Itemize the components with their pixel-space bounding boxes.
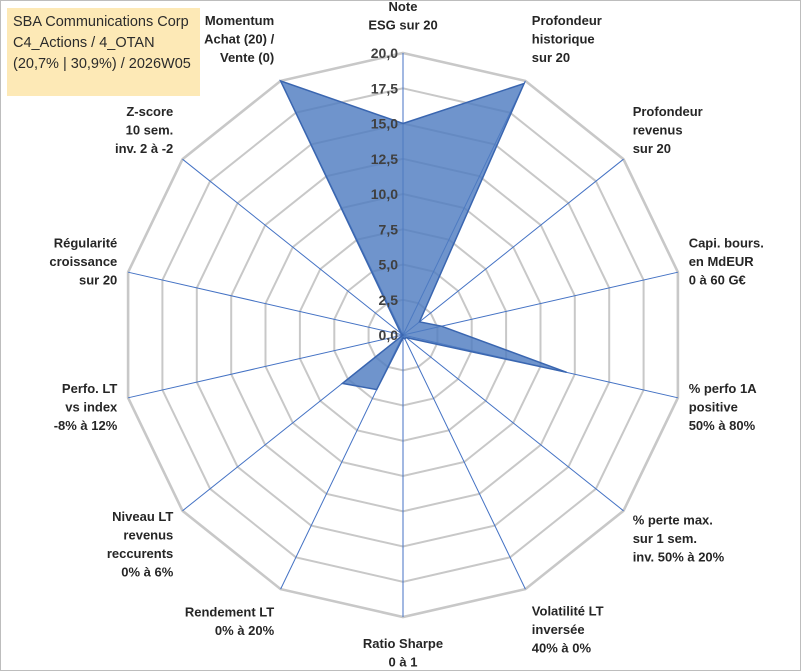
axis-label-line: Rendement LT xyxy=(185,605,274,620)
axis-spoke xyxy=(402,158,624,336)
axis-label-line: sur 20 xyxy=(79,272,117,287)
axis-label-line: 0% à 6% xyxy=(121,565,173,580)
title-company: SBA Communications Corp xyxy=(13,14,189,30)
axis-label: Régularité croissance sur 20 xyxy=(49,235,117,287)
axis-spoke xyxy=(127,271,404,336)
axis-label-line: inversée xyxy=(532,622,585,637)
axis-label-line: 0% à 20% xyxy=(215,623,275,638)
axis-label-line: 0 à 60 G€ xyxy=(689,272,746,287)
tick-label: 10,0 xyxy=(371,186,398,202)
axis-label-line: croissance xyxy=(49,254,117,269)
axis-label-line: inv. 2 à -2 xyxy=(115,141,173,156)
axis-label-line: historique xyxy=(532,32,595,47)
axis-label-line: ESG sur 20 xyxy=(368,18,437,33)
axis-label-line: positive xyxy=(689,400,738,415)
axis-label: Rendement LT 0% à 20% xyxy=(185,605,275,639)
axis-label-line: 40% à 0% xyxy=(532,641,592,656)
axis-label-line: Niveau LT xyxy=(112,509,173,524)
tick-label: 12,5 xyxy=(371,151,398,167)
axis-label-line: vs index xyxy=(65,400,118,415)
axis-label-line: reccurents xyxy=(107,546,173,561)
axis-label-line: Ratio Sharpe xyxy=(363,636,443,651)
axis-label: % perte max. sur 1 sem. inv. 50% à 20% xyxy=(633,513,725,565)
axis-label: % perfo 1A positive 50% à 80% xyxy=(689,381,758,433)
series-area xyxy=(279,79,567,391)
axis-label: Momentum Achat (20) / Vente (0) xyxy=(204,13,274,65)
axis-label-line: Note xyxy=(389,0,418,14)
axis-label-line: Capi. bours. xyxy=(689,235,764,250)
title-category: C4_Actions / 4_OTAN xyxy=(13,35,155,51)
axis-spoke xyxy=(182,158,404,336)
axis-label-line: revenus xyxy=(633,122,683,137)
axis-label-line: % perfo 1A xyxy=(689,381,758,396)
axis-label-line: Z-score xyxy=(126,104,173,119)
axis-label-line: en MdEUR xyxy=(689,254,755,269)
axis-label: Ratio Sharpe 0 à 1 xyxy=(363,636,443,670)
axis-label: Volatilité LT inversée 40% à 0% xyxy=(532,604,604,656)
axis-label-line: Volatilité LT xyxy=(532,604,604,619)
axis-label: Profondeur historique sur 20 xyxy=(532,13,602,65)
axis-label-line: Achat (20) / xyxy=(204,32,274,47)
axis-label-line: sur 20 xyxy=(633,141,671,156)
tick-label: 5,0 xyxy=(379,257,399,273)
axis-label-line: inv. 50% à 20% xyxy=(633,550,725,565)
axis-label-line: Vente (0) xyxy=(220,50,274,65)
tick-label: 7,5 xyxy=(379,221,399,237)
axis-label-line: Perfo. LT xyxy=(62,381,117,396)
axis-spoke xyxy=(402,334,526,590)
axis-label-line: sur 20 xyxy=(532,50,570,65)
axis-label: Z-score 10 sem. inv. 2 à -2 xyxy=(115,104,173,156)
axis-spoke xyxy=(402,271,679,336)
axis-label: Profondeur revenus sur 20 xyxy=(633,104,703,156)
tick-label: 15,0 xyxy=(371,116,398,132)
tick-label: 2,5 xyxy=(379,292,399,308)
axis-label-line: Momentum xyxy=(205,13,274,28)
axis-label-line: 0 à 1 xyxy=(389,655,418,670)
axis-spoke xyxy=(402,334,624,512)
tick-label: 17,5 xyxy=(371,80,398,96)
axis-label: Capi. bours. en MdEUR 0 à 60 G€ xyxy=(689,235,764,287)
axis-label-line: sur 1 sem. xyxy=(633,531,697,546)
axis-label-line: 50% à 80% xyxy=(689,418,756,433)
axis-label-line: 10 sem. xyxy=(126,122,174,137)
axis-label-line: revenus xyxy=(123,528,173,543)
axis-label-line: Profondeur xyxy=(532,13,602,28)
axis-spoke xyxy=(127,334,404,399)
axis-label-line: -8% à 12% xyxy=(54,418,118,433)
tick-label: 20,0 xyxy=(371,45,398,61)
title-stats: (20,7% | 30,9%) / 2026W05 xyxy=(13,56,191,72)
chart-title-box: SBA Communications Corp C4_Actions / 4_O… xyxy=(7,8,200,96)
tick-label: 0,0 xyxy=(379,327,399,343)
axis-label-line: Régularité xyxy=(54,235,118,250)
axis-label: Perfo. LT vs index -8% à 12% xyxy=(54,381,118,433)
axis-label-line: Profondeur xyxy=(633,104,703,119)
axis-label-line: % perte max. xyxy=(633,513,713,528)
axis-label: Note ESG sur 20 xyxy=(368,0,437,33)
axis-label: Niveau LT revenus reccurents 0% à 6% xyxy=(107,509,174,580)
